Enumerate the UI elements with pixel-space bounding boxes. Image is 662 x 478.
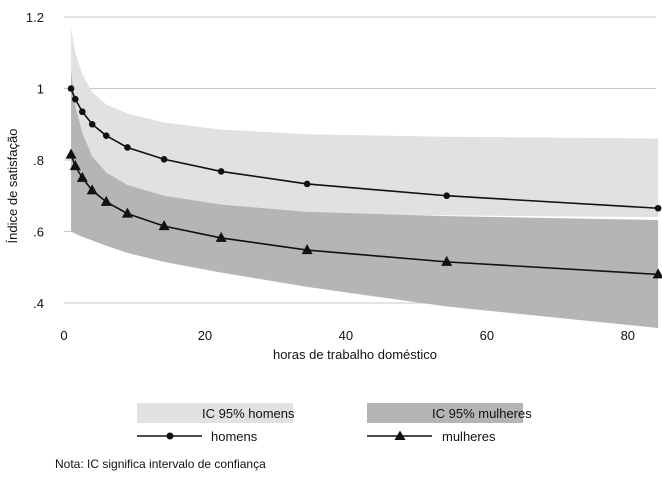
point-mulheres (158, 220, 170, 231)
y-tick-label: .4 (33, 296, 44, 311)
y-tick-label: 1 (37, 81, 44, 96)
x-axis-ticks: 0 20 40 60 80 (60, 328, 635, 343)
point-mulheres (86, 184, 98, 195)
x-tick-label: 60 (480, 328, 494, 343)
point-mulheres (65, 148, 77, 159)
legend-label-mulheres: mulheres (442, 429, 496, 444)
legend-marker-homens (166, 432, 174, 440)
legend-label-ic-homens: IC 95% homens (202, 406, 295, 421)
point-homens (79, 108, 86, 116)
point-mulheres (121, 207, 133, 218)
legend-swatch-ic-mulheres (367, 403, 523, 423)
point-mulheres (69, 160, 81, 171)
point-homens (217, 168, 225, 175)
point-homens (71, 95, 79, 103)
legend-marker-mulheres (394, 430, 406, 440)
y-tick-label: 1.2 (26, 10, 44, 25)
x-axis-title: horas de trabalho doméstico (273, 347, 437, 362)
x-tick-label: 0 (60, 328, 67, 343)
point-mulheres (301, 244, 313, 255)
point-homens (102, 132, 110, 139)
y-tick-label: .6 (33, 224, 44, 239)
point-homens (124, 144, 131, 151)
point-mulheres (100, 195, 112, 206)
point-homens (303, 180, 311, 188)
ci-band-mulheres (71, 70, 659, 328)
legend-label-ic-mulheres: IC 95% mulheres (432, 406, 532, 421)
y-axis-ticks: .4 .6 .8 1 1.2 (26, 10, 44, 311)
y-tick-label: .8 (33, 153, 44, 168)
legend-label-homens: homens (211, 429, 258, 444)
confidence-bands (71, 27, 659, 328)
point-mulheres (652, 268, 662, 279)
series-lines (65, 85, 662, 279)
point-homens (160, 155, 168, 163)
point-mulheres (215, 231, 227, 242)
y-axis-title: Índice de satisfação (5, 129, 20, 244)
point-homens (67, 85, 75, 92)
point-homens (443, 192, 450, 200)
chart-note: Nota: IC significa intervalo de confianç… (55, 457, 266, 471)
point-mulheres (441, 255, 453, 266)
point-homens (654, 204, 662, 212)
ci-band-homens (71, 27, 659, 218)
point-mulheres (76, 171, 88, 182)
x-tick-label: 80 (621, 328, 635, 343)
point-homens (88, 120, 96, 128)
legend-swatch-ic-homens (137, 403, 293, 423)
x-tick-label: 20 (198, 328, 212, 343)
x-tick-label: 40 (339, 328, 353, 343)
legend: IC 95% homens IC 95% mulheres homens mul… (137, 403, 532, 444)
